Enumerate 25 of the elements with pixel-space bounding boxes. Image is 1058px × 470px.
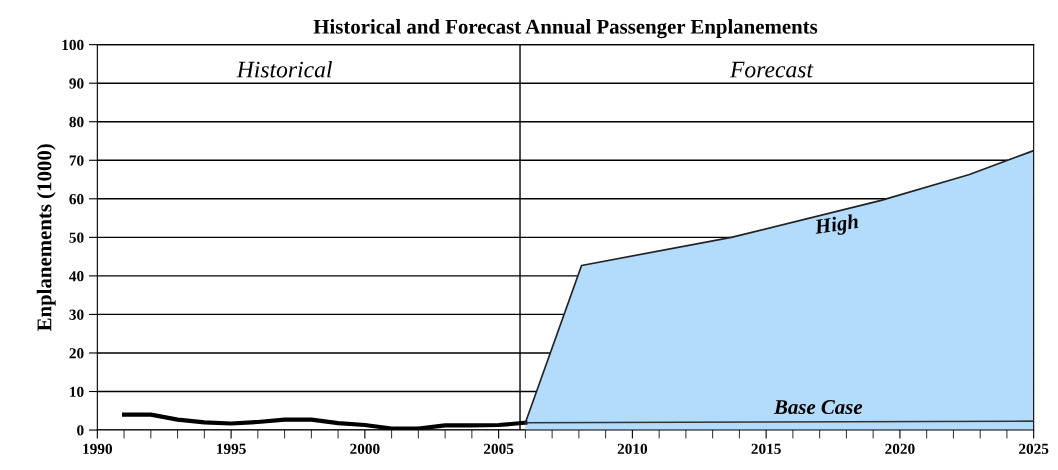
series-label: High <box>813 213 860 239</box>
x-tick-label: 2025 <box>1019 443 1049 454</box>
annotation: Forecast <box>729 61 814 78</box>
x-tick-label: 1990 <box>83 443 113 454</box>
y-tick-label: 0 <box>77 425 84 436</box>
x-tick-label: 2020 <box>885 443 915 454</box>
x-tick-label: 2010 <box>617 443 648 454</box>
y-tick-label: 100 <box>62 39 84 51</box>
y-tick-label: 60 <box>69 193 84 205</box>
y-tick-label: 50 <box>69 232 84 243</box>
y-tick-label: 70 <box>69 155 84 166</box>
x-tick-label: 2000 <box>350 443 380 454</box>
x-tick-label: 2015 <box>751 443 781 454</box>
series-label: Base Case <box>773 400 863 415</box>
chart-title: Historical and Forecast Annual Passenger Enplanements <box>313 19 818 39</box>
y-tick-label: 90 <box>69 78 84 89</box>
y-tick-label: 40 <box>69 271 84 282</box>
y-tick-label: 10 <box>70 386 84 397</box>
y-axis-title: Enplanements (1000) <box>36 144 56 332</box>
y-tick-label: 80 <box>69 116 84 128</box>
annotation: Historical <box>236 60 332 78</box>
x-tick-label: 1995 <box>217 443 246 454</box>
y-tick-label: 30 <box>69 309 84 320</box>
x-tick-label: 2005 <box>483 443 514 454</box>
y-tick-label: 20 <box>69 348 84 359</box>
